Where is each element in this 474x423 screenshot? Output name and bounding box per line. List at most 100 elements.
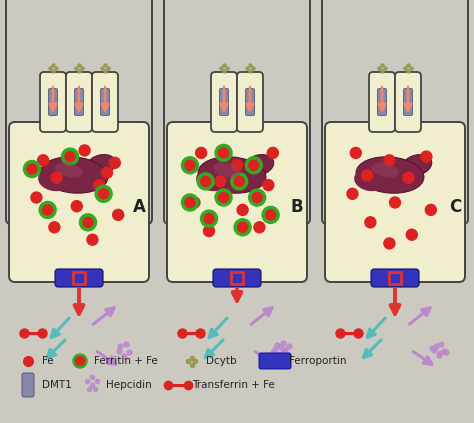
Ellipse shape: [213, 162, 241, 178]
FancyBboxPatch shape: [55, 269, 103, 287]
Circle shape: [384, 155, 395, 166]
Circle shape: [204, 214, 214, 224]
FancyBboxPatch shape: [48, 88, 57, 115]
Ellipse shape: [86, 154, 116, 176]
Circle shape: [109, 157, 120, 168]
Circle shape: [252, 192, 262, 203]
Text: DMT1: DMT1: [42, 380, 72, 390]
Circle shape: [203, 225, 215, 236]
Circle shape: [231, 173, 248, 190]
Circle shape: [185, 160, 195, 170]
Circle shape: [237, 222, 247, 232]
Circle shape: [384, 238, 395, 249]
FancyBboxPatch shape: [325, 122, 465, 282]
Circle shape: [62, 148, 79, 165]
Circle shape: [95, 185, 112, 202]
Circle shape: [215, 144, 232, 162]
Circle shape: [197, 173, 214, 190]
FancyBboxPatch shape: [100, 88, 109, 115]
Circle shape: [94, 180, 105, 191]
Circle shape: [219, 148, 228, 158]
FancyBboxPatch shape: [219, 88, 228, 115]
FancyBboxPatch shape: [74, 88, 83, 115]
Ellipse shape: [40, 157, 108, 193]
Circle shape: [347, 188, 358, 199]
Circle shape: [265, 210, 275, 220]
Text: Transferrin + Fe: Transferrin + Fe: [192, 380, 275, 390]
Circle shape: [263, 180, 274, 191]
Circle shape: [43, 205, 53, 215]
Circle shape: [362, 170, 373, 181]
Circle shape: [182, 157, 199, 174]
Circle shape: [49, 222, 60, 233]
FancyBboxPatch shape: [322, 0, 468, 224]
FancyBboxPatch shape: [213, 269, 261, 287]
FancyBboxPatch shape: [22, 373, 34, 397]
Circle shape: [237, 204, 248, 215]
Text: Hepcidin: Hepcidin: [106, 380, 152, 390]
FancyBboxPatch shape: [92, 72, 118, 132]
Circle shape: [83, 217, 93, 227]
Circle shape: [234, 219, 251, 236]
Circle shape: [234, 176, 244, 187]
Circle shape: [99, 189, 109, 199]
Ellipse shape: [354, 169, 386, 191]
Circle shape: [27, 164, 37, 174]
FancyBboxPatch shape: [237, 72, 263, 132]
FancyBboxPatch shape: [377, 88, 386, 115]
Circle shape: [421, 151, 432, 162]
Ellipse shape: [55, 162, 82, 178]
Circle shape: [219, 192, 228, 203]
Circle shape: [71, 201, 82, 212]
Text: Ferritin + Fe: Ferritin + Fe: [94, 356, 158, 366]
Circle shape: [262, 206, 279, 223]
Circle shape: [350, 147, 361, 158]
Circle shape: [37, 155, 49, 166]
Ellipse shape: [198, 157, 266, 193]
Circle shape: [201, 210, 218, 227]
Circle shape: [390, 197, 401, 208]
Circle shape: [39, 201, 56, 218]
Ellipse shape: [356, 157, 424, 193]
Circle shape: [215, 176, 226, 187]
Circle shape: [75, 357, 84, 365]
Text: Dcytb: Dcytb: [206, 356, 237, 366]
FancyBboxPatch shape: [369, 72, 395, 132]
Circle shape: [65, 151, 75, 162]
Circle shape: [79, 145, 90, 156]
Circle shape: [185, 198, 195, 207]
FancyBboxPatch shape: [66, 72, 92, 132]
Text: B: B: [291, 198, 303, 216]
Circle shape: [246, 157, 262, 174]
FancyBboxPatch shape: [395, 72, 421, 132]
Circle shape: [249, 160, 259, 170]
Circle shape: [249, 189, 265, 206]
Circle shape: [254, 222, 265, 233]
Text: Ferroportin: Ferroportin: [289, 356, 346, 366]
Text: Fe: Fe: [42, 356, 54, 366]
Circle shape: [406, 229, 417, 240]
Circle shape: [425, 204, 437, 215]
Circle shape: [267, 147, 278, 158]
Circle shape: [201, 176, 210, 187]
FancyBboxPatch shape: [164, 0, 310, 224]
Circle shape: [215, 189, 232, 206]
FancyBboxPatch shape: [211, 72, 237, 132]
Ellipse shape: [38, 169, 70, 191]
Text: C: C: [449, 198, 461, 216]
FancyBboxPatch shape: [403, 88, 412, 115]
Circle shape: [87, 234, 98, 245]
Circle shape: [23, 160, 40, 178]
Circle shape: [403, 172, 414, 183]
Circle shape: [51, 172, 62, 183]
Ellipse shape: [371, 162, 399, 178]
FancyBboxPatch shape: [259, 353, 291, 369]
Ellipse shape: [196, 169, 228, 191]
FancyBboxPatch shape: [9, 122, 149, 282]
Ellipse shape: [244, 154, 273, 176]
Circle shape: [182, 194, 199, 211]
Circle shape: [80, 214, 97, 231]
FancyBboxPatch shape: [6, 0, 152, 224]
Circle shape: [189, 197, 200, 208]
Circle shape: [101, 167, 112, 178]
